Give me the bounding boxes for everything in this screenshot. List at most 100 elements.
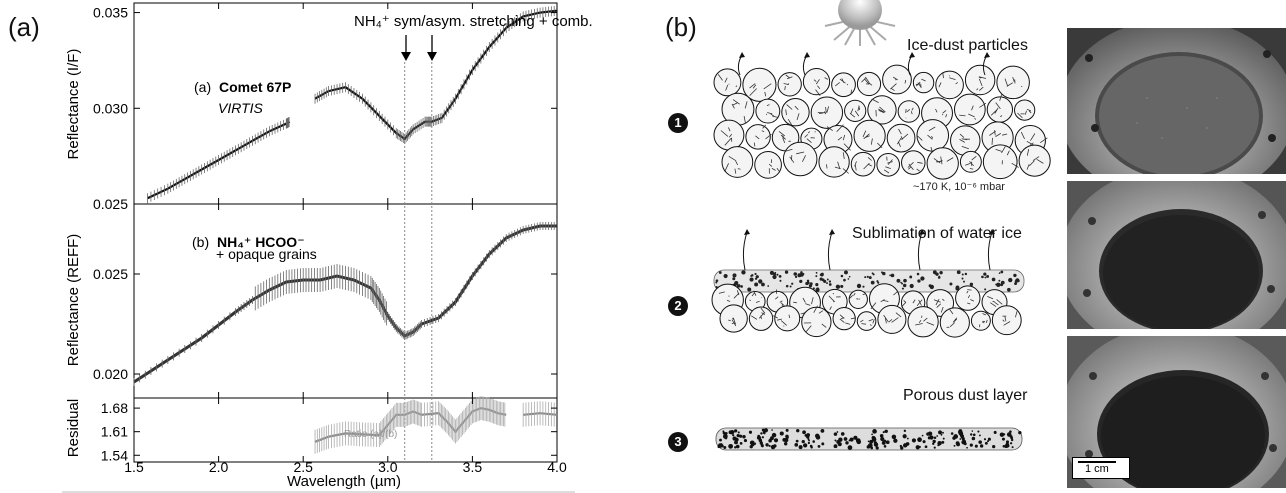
dust-inclusion xyxy=(804,131,816,144)
dust-grain xyxy=(864,276,867,279)
spectrum-a-name: Comet 67P xyxy=(219,79,291,95)
dust-grain xyxy=(961,277,964,280)
dust-inclusion xyxy=(813,77,829,97)
dust-grain xyxy=(969,443,973,447)
dust-grain xyxy=(741,270,746,275)
dust-grain xyxy=(715,279,719,282)
dust-inclusion xyxy=(990,94,1003,118)
dust-grain xyxy=(785,428,789,432)
vapor-arrow xyxy=(827,231,833,271)
y-tick-label: 0.025 xyxy=(93,196,128,212)
dust-grain xyxy=(718,271,722,274)
dust-grain xyxy=(998,272,1001,274)
dust-grain xyxy=(856,439,862,445)
dust-inclusion xyxy=(724,155,741,174)
dust-inclusion xyxy=(995,146,1019,168)
dust-grain xyxy=(983,438,987,441)
ice-particle xyxy=(926,289,955,317)
dust-inclusion xyxy=(717,74,738,91)
dust-inclusion xyxy=(976,76,987,91)
dust-grain xyxy=(799,272,804,277)
vapor-arrow xyxy=(907,54,913,76)
dust-grain xyxy=(844,270,848,275)
dust-grain xyxy=(719,438,722,442)
dust-grain xyxy=(981,275,984,279)
ice-particle xyxy=(853,119,886,152)
ice-particle xyxy=(801,306,832,338)
ice-particle xyxy=(721,146,754,178)
dust-grain xyxy=(755,275,759,279)
dust-grain xyxy=(938,430,942,435)
dust-grain xyxy=(840,284,844,288)
dust-grain xyxy=(724,431,728,435)
dust-grain xyxy=(796,428,800,433)
vapor-arrow xyxy=(802,54,808,76)
dust-grain xyxy=(773,444,777,448)
dust-grain xyxy=(812,287,815,290)
ice-particle xyxy=(713,119,745,151)
x-tick-label: 4.0 xyxy=(547,459,567,475)
dust-grain xyxy=(763,432,766,435)
dust-grain xyxy=(929,285,932,288)
dust-grain xyxy=(921,434,924,437)
dust-grain xyxy=(798,445,803,450)
dust-grain xyxy=(942,437,945,440)
dust-grain xyxy=(992,444,996,449)
dust-grain xyxy=(729,445,733,449)
dust-inclusion xyxy=(849,292,865,300)
dust-grain xyxy=(971,436,976,441)
ice-particle xyxy=(844,99,867,122)
dust-inclusion xyxy=(907,161,923,172)
photo-ice-dust xyxy=(1067,28,1286,174)
ice-particle xyxy=(867,95,897,125)
dust-inclusion xyxy=(896,128,909,147)
dust-grain xyxy=(1006,432,1012,437)
dust-grain xyxy=(911,438,917,443)
dust-grain xyxy=(826,282,828,284)
dust-grain xyxy=(722,431,726,435)
dust-inclusion xyxy=(933,156,954,165)
photo-sublimation xyxy=(1067,181,1286,329)
dust-inclusion xyxy=(785,148,806,163)
dust-grain xyxy=(815,283,819,287)
dust-grain xyxy=(833,444,838,449)
dust-inclusion xyxy=(765,104,778,118)
dust-grain xyxy=(972,433,976,437)
dust-grain xyxy=(901,282,904,285)
dust-grain xyxy=(955,285,960,290)
dust-grain xyxy=(819,273,822,276)
dust-inclusion xyxy=(966,289,975,305)
dust-grain xyxy=(869,439,874,444)
dust-grain xyxy=(806,281,810,285)
dust-grain xyxy=(809,282,813,286)
ice-particle xyxy=(876,152,901,177)
dust-grain xyxy=(820,429,825,433)
dust-grain xyxy=(761,282,765,287)
dust-grain xyxy=(963,442,967,446)
dust-inclusion xyxy=(768,159,780,174)
dust-inclusion xyxy=(965,155,977,170)
dust-grain xyxy=(880,437,885,442)
dust-grain xyxy=(815,271,818,274)
dust-grain xyxy=(971,430,974,432)
porous-layer xyxy=(715,427,1023,451)
dust-grain xyxy=(853,435,858,440)
dust-grain xyxy=(760,432,763,435)
ice-particle xyxy=(818,146,850,178)
vapor-arrow xyxy=(742,231,748,271)
dust-grain xyxy=(1014,280,1018,283)
dust-grain xyxy=(847,445,853,450)
dust-grain xyxy=(993,430,997,434)
dust-grain xyxy=(881,440,886,445)
dust-grain xyxy=(1018,430,1022,435)
dust-grain xyxy=(761,436,764,439)
dust-grain xyxy=(987,437,991,441)
dust-grain xyxy=(769,270,774,275)
dust-grain xyxy=(753,442,757,445)
dust-grain xyxy=(784,270,789,274)
dust-grain xyxy=(847,278,850,280)
dust-grain xyxy=(845,441,849,445)
dust-grain xyxy=(836,431,839,433)
dust-grain xyxy=(724,436,728,440)
dust-grain xyxy=(926,432,930,436)
